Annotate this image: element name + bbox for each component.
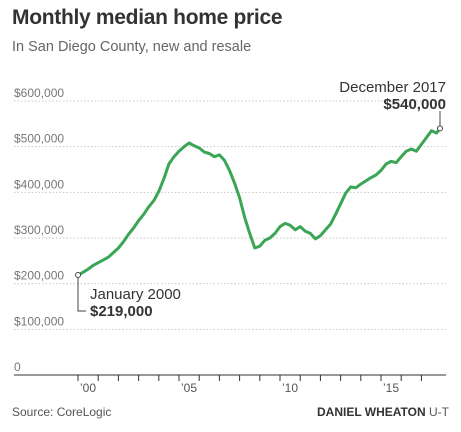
y-tick-label-0: 0 [14, 360, 21, 374]
credit: DANIEL WHEATON U-T [317, 405, 449, 419]
series-group [76, 126, 442, 277]
x-tick-label-1: ’05 [181, 381, 197, 395]
end-annotation-date: December 2017 [339, 79, 446, 96]
x-tick-label-0: ’00 [80, 381, 96, 395]
start-annotation-date: January 2000 [90, 286, 181, 303]
y-axis-labels: 0 $100,000 $200,000 $300,000 $400,000 $500,00… [14, 86, 64, 374]
x-tick-label-3: ’15 [383, 381, 399, 395]
series-line-0 [76, 126, 442, 277]
y-tick-label-1: $100,000 [14, 314, 64, 328]
grid-lines [14, 100, 446, 330]
y-tick-label-6: $600,000 [14, 86, 64, 100]
x-tick-label-2: ’10 [282, 381, 298, 395]
y-tick-label-4: $400,000 [14, 177, 64, 191]
end-point-marker [437, 125, 443, 132]
source-note: Source: CoreLogic [12, 405, 112, 419]
credit-name: DANIEL WHEATON [316, 405, 426, 419]
start-point-marker [75, 271, 81, 278]
x-axis: ’00 ’05 ’10 ’15 [14, 374, 446, 395]
y-tick-label-3: $300,000 [14, 223, 64, 237]
start-annotation-value: $219,000 [90, 303, 153, 320]
credit-org: U-T [429, 405, 449, 419]
start-annotation-leader [77, 277, 86, 312]
chart-subtitle: In San Diego County, new and resale [12, 39, 252, 55]
annotations: January 2000$219,000 December 2017$540,00… [75, 79, 446, 320]
end-annotation-value: $540,000 [383, 96, 446, 113]
y-tick-label-2: $200,000 [14, 269, 64, 283]
chart-title: Monthly median home price [12, 6, 283, 29]
y-tick-label-5: $500,000 [14, 132, 64, 146]
